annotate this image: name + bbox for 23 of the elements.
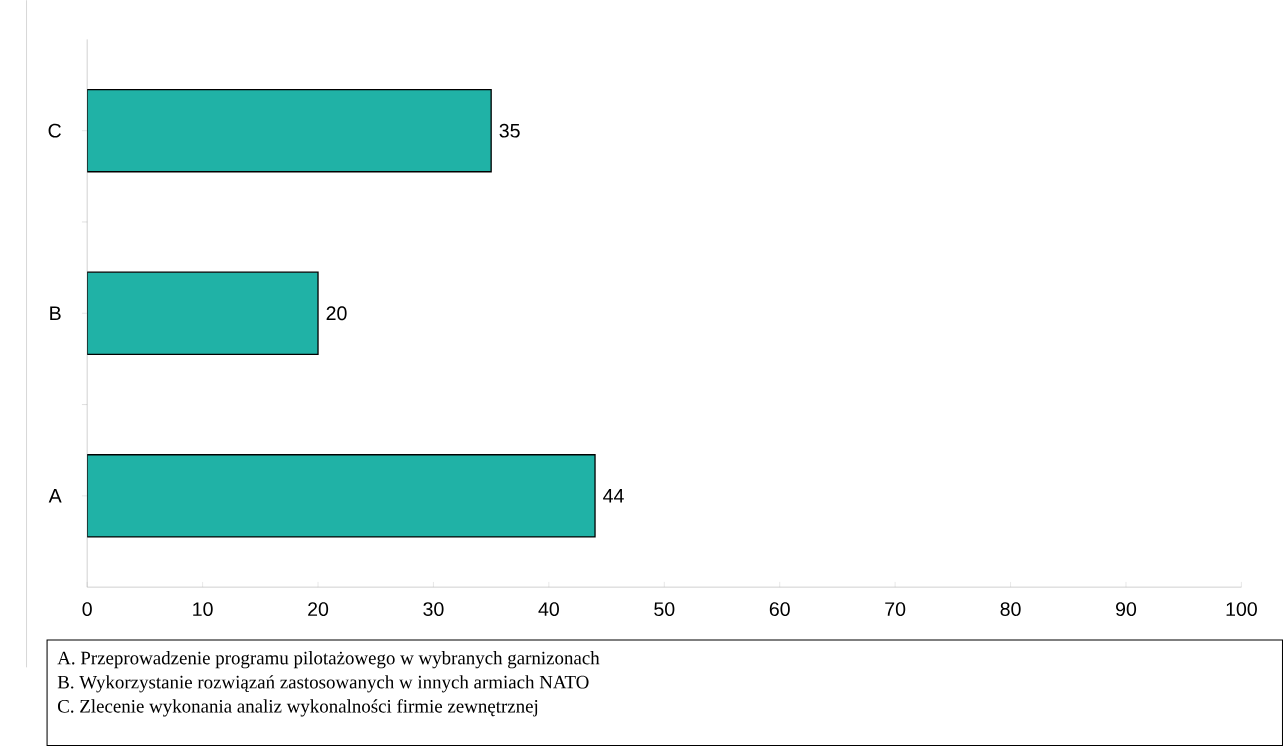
x-tick-label: 10	[193, 602, 213, 616]
x-tick-label: 0	[82, 602, 92, 616]
y-tick-label: B	[50, 306, 61, 320]
bar	[87, 271, 319, 355]
x-tick-label: 50	[654, 602, 675, 616]
data-label: 44	[603, 489, 624, 503]
data-label: 35	[499, 123, 520, 138]
x-tick-label: 60	[769, 602, 790, 616]
x-tick-label: 100	[1226, 602, 1257, 616]
x-tick-label: 90	[1116, 602, 1137, 616]
x-tick-label: 80	[1000, 602, 1021, 616]
data-label: 20	[326, 306, 347, 321]
text: A. Przeprowadzenie programu pilotażowego w wybranych garnizonach	[57, 651, 600, 669]
y-tick-label: C	[48, 123, 61, 138]
y-tick-label: A	[48, 489, 62, 503]
text: B. Wykorzystanie rozwiązań zastosowanych w innych armiach NATO	[57, 675, 589, 693]
text: C. Zlecenie wykonania analiz wykonalności firmie zewnętrznej	[58, 699, 538, 717]
bar	[87, 454, 596, 538]
x-tick-label: 70	[885, 602, 906, 616]
x-tick-label: 40	[538, 602, 559, 616]
bar	[87, 88, 492, 173]
x-tick-label: 20	[308, 602, 329, 616]
x-tick-label: 30	[423, 602, 444, 616]
